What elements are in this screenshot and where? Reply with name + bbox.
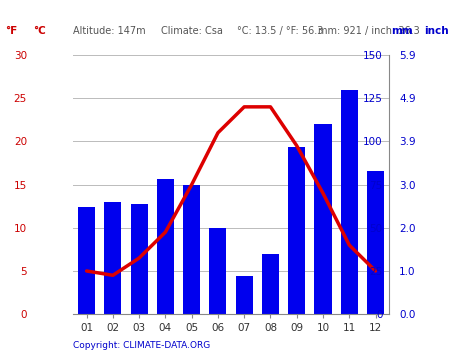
Text: Altitude: 147m: Altitude: 147m xyxy=(73,26,146,36)
Text: mm: mm xyxy=(391,26,413,36)
Text: °F: °F xyxy=(5,26,17,36)
Bar xyxy=(262,254,279,314)
Bar xyxy=(157,179,174,314)
Bar xyxy=(314,124,331,314)
Bar xyxy=(131,204,148,314)
Bar xyxy=(341,89,358,314)
Text: Climate: Csa: Climate: Csa xyxy=(161,26,223,36)
Text: inch: inch xyxy=(424,26,449,36)
Bar xyxy=(367,171,384,314)
Bar xyxy=(78,207,95,314)
Text: °C: 13.5 / °F: 56.3: °C: 13.5 / °F: 56.3 xyxy=(237,26,323,36)
Bar xyxy=(288,147,305,314)
Bar xyxy=(236,276,253,314)
Bar xyxy=(210,228,227,314)
Text: mm: 921 / inch: 36.3: mm: 921 / inch: 36.3 xyxy=(318,26,419,36)
Bar xyxy=(104,202,121,314)
Text: Copyright: CLIMATE-DATA.ORG: Copyright: CLIMATE-DATA.ORG xyxy=(73,341,211,350)
Text: °C: °C xyxy=(33,26,46,36)
Bar xyxy=(183,185,200,314)
